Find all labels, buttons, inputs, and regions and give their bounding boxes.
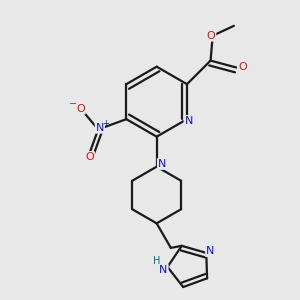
Text: O: O [76,103,85,114]
Text: N: N [158,159,166,169]
Text: O: O [207,31,215,41]
Text: N: N [184,116,193,126]
Text: N: N [96,123,104,133]
Text: H: H [153,256,161,266]
Text: O: O [85,152,94,162]
Text: O: O [238,62,247,73]
Text: N: N [206,246,214,256]
Text: N: N [159,265,168,275]
Text: +: + [102,119,109,128]
Text: −: − [69,99,77,109]
